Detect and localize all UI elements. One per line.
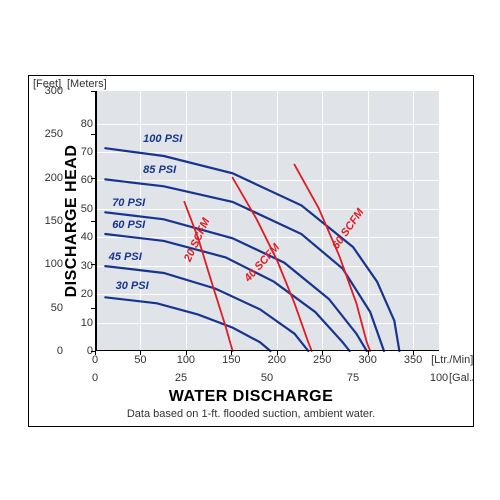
gridline-h <box>95 351 439 352</box>
curve <box>295 165 371 351</box>
x-unit-ltr: [Ltr./Min] <box>431 354 473 366</box>
ytick-meters: 50 <box>69 203 93 215</box>
curve <box>105 266 308 351</box>
ytick-meters: 70 <box>69 146 93 158</box>
xtick-gal: 0 <box>92 372 98 384</box>
xtick-gal: 25 <box>175 372 187 384</box>
x-unit-gal: [Gal./Min] <box>449 372 474 384</box>
chart-frame: [Feet] [Meters] 100 PSI85 PSI70 PSI60 PS… <box>28 75 474 427</box>
curves-svg <box>95 91 439 351</box>
ytick-feet: 300 <box>33 85 63 97</box>
ytick-feet: 250 <box>33 128 63 140</box>
xtick-ltr: 250 <box>313 354 331 366</box>
xtick-gal: 75 <box>347 372 359 384</box>
curve-label: 100 PSI <box>143 133 182 145</box>
xtick-ltr: 350 <box>404 354 422 366</box>
ytick-feet: 150 <box>33 215 63 227</box>
y-axis-line <box>95 91 97 351</box>
curve-label: 60 PSI <box>112 219 145 231</box>
xtick-ltr: 100 <box>177 354 195 366</box>
ytick-meters: 60 <box>69 174 93 186</box>
ytick-feet: 50 <box>33 302 63 314</box>
xtick-ltr: 50 <box>134 354 146 366</box>
curve-label: 70 PSI <box>112 197 145 209</box>
curve <box>105 148 399 351</box>
ytick-meters: 30 <box>69 260 93 272</box>
x-axis-line <box>95 350 439 352</box>
ytick-feet: 100 <box>33 258 63 270</box>
curve <box>105 297 270 351</box>
xtick-ltr: 200 <box>268 354 286 366</box>
y-axis-title: DISCHARGE HEAD <box>63 145 81 298</box>
ytick-meters: 0 <box>69 345 93 357</box>
curve-label: 30 PSI <box>116 280 149 292</box>
y-unit-meters: [Meters] <box>67 78 107 90</box>
ytick-meters: 10 <box>69 317 93 329</box>
plot-area: 100 PSI85 PSI70 PSI60 PSI45 PSI30 PSI20 … <box>95 91 439 351</box>
xtick-ltr: 0 <box>92 354 98 366</box>
xtick-gal: 50 <box>261 372 273 384</box>
x-axis-subtitle: Data based on 1-ft. flooded suction, amb… <box>127 408 375 420</box>
ytick-meters: 80 <box>69 118 93 130</box>
xtick-gal: 100 <box>430 372 448 384</box>
ytick-feet: 200 <box>33 172 63 184</box>
xtick-ltr: 300 <box>358 354 376 366</box>
curve-label: 45 PSI <box>109 251 142 263</box>
xtick-ltr: 150 <box>222 354 240 366</box>
ytick-feet: 0 <box>33 345 63 357</box>
ytick-meters: 40 <box>69 231 93 243</box>
x-axis-title: WATER DISCHARGE <box>169 388 334 406</box>
curve-label: 85 PSI <box>143 164 176 176</box>
ytick-meters: 20 <box>69 288 93 300</box>
